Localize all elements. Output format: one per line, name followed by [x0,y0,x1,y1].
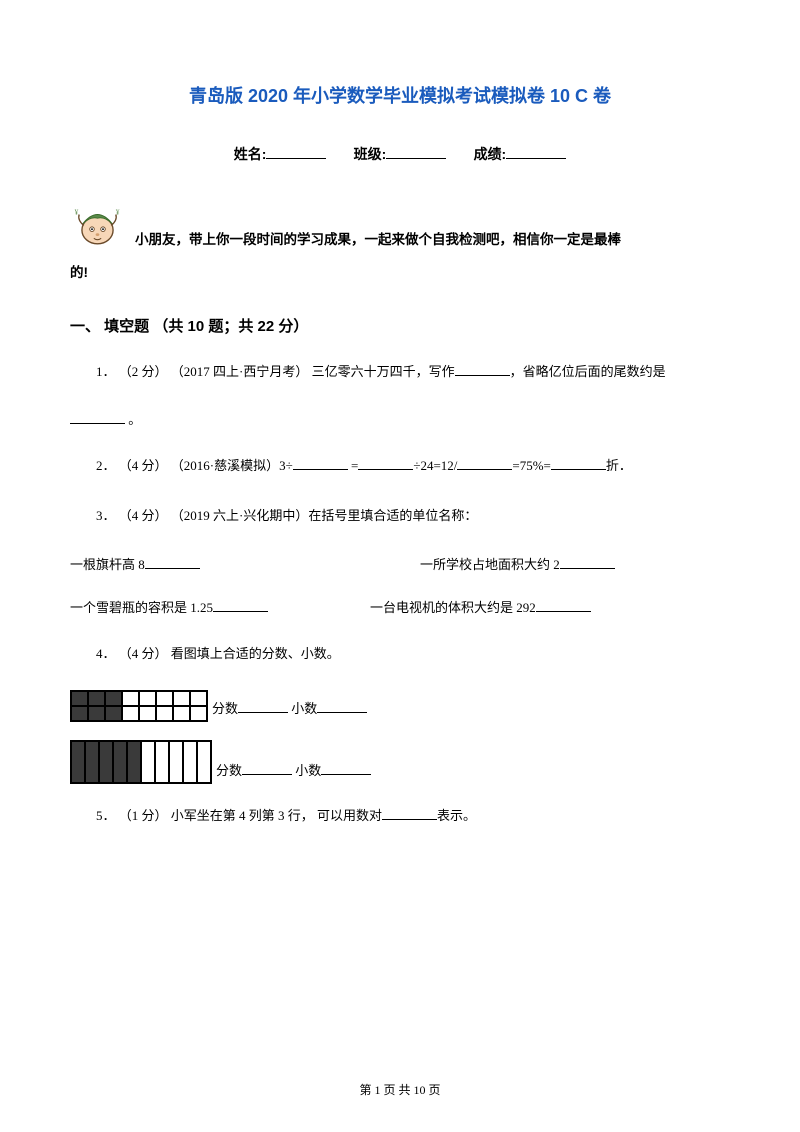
q4-grid-1 [70,690,208,722]
q3-blank-3[interactable] [213,598,268,612]
question-3: 3． （4 分） （2019 六上·兴化期中）在括号里填合适的单位名称： [70,502,730,531]
q4-dec-label-2: 小数 [295,763,321,778]
intro-text-2: 的! [70,261,730,285]
q2-blank-3[interactable] [457,456,512,470]
grid-cell [72,707,89,722]
q3-r2r: 一台电视机的体积大约是 292 [370,600,536,615]
grid-cell [174,707,191,722]
q2-mid2: ÷24=12/ [413,458,457,473]
q4-blank-frac-1[interactable] [238,699,288,713]
intro-text-1: 小朋友，带上你一段时间的学习成果，一起来做个自我检测吧，相信你一定是最棒 [135,227,621,253]
q4-figure-1: 分数 小数 [70,690,730,722]
q3-blank-2[interactable] [560,555,615,569]
question-1: 1． （2 分） （2017 四上·西宁月考） 三亿零六十万四千，写作 ，省略亿位… [70,358,730,387]
q4-blank-frac-2[interactable] [242,761,292,775]
grid-cell [140,692,157,707]
score-blank[interactable] [506,144,566,159]
question-4: 4． （4 分） 看图填上合适的分数、小数。 [70,640,730,669]
q3-r1l: 一根旗杆高 8 [70,557,145,572]
score-label: 成绩: [474,146,507,162]
grid-cell [106,707,123,722]
grid-cell [156,742,170,784]
q3-blank-1[interactable] [145,555,200,569]
grid-cell [123,707,140,722]
grid-cell [191,707,208,722]
q4-blank-dec-1[interactable] [317,699,367,713]
grid-cell [140,707,157,722]
intro-row: ¥ ¥ 小朋友，带上你一段时间的学习成果，一起来做个自我检测吧，相信你一定是最棒 [70,198,730,253]
exam-title: 青岛版 2020 年小学数学毕业模拟考试模拟卷 10 C 卷 [70,80,730,112]
grid-cell [157,707,174,722]
grid-cell [198,742,212,784]
question-5: 5． （1 分） 小军坐在第 4 列第 3 行， 可以用数对 表示。 [70,802,730,831]
name-blank[interactable] [266,144,326,159]
grid-cell [174,692,191,707]
question-1-cont: 。 [70,408,730,431]
q3-r1r: 一所学校占地面积大约 2 [420,557,560,572]
grid-cell [123,692,140,707]
name-label: 姓名: [234,146,267,162]
grid-cell [184,742,198,784]
q2-mid1: = [348,458,359,473]
q2-mid3: =75%= [512,458,551,473]
grid-cell [191,692,208,707]
q3-row2: 一个雪碧瓶的容积是 1.25 一台电视机的体积大约是 292 [70,596,730,619]
class-blank[interactable] [386,144,446,159]
q3-row1: 一根旗杆高 8 一所学校占地面积大约 2 [70,553,730,576]
q4-figure-2: 分数 小数 [70,740,730,784]
q2-blank-2[interactable] [358,456,413,470]
grid-cell [128,742,142,784]
q2-blank-4[interactable] [551,456,606,470]
q3-blank-4[interactable] [536,598,591,612]
q5-blank-1[interactable] [382,806,437,820]
grid-cell [86,742,100,784]
q1-end: 。 [125,412,141,427]
q2-blank-1[interactable] [293,456,348,470]
grid-cell [100,742,114,784]
question-2: 2． （4 分） （2016·慈溪模拟）3÷ = ÷24=12/ =75%= 折． [70,452,730,481]
q4-frac-label-1: 分数 [212,701,238,716]
grid-cell [72,692,89,707]
q4-grid-2 [70,740,212,784]
student-info-line: 姓名: 班级: 成绩: [70,142,730,167]
q1-text-b: ，省略亿位后面的尾数约是 [510,364,666,379]
mascot-icon: ¥ ¥ [70,198,125,253]
q5-text-a: 5． （1 分） 小军坐在第 4 列第 3 行， 可以用数对 [96,808,382,823]
svg-text:¥: ¥ [75,207,79,216]
section-1-heading: 一、 填空题 （共 10 题；共 22 分） [70,313,730,340]
q4-blank-dec-2[interactable] [321,761,371,775]
q1-blank-1[interactable] [455,362,510,376]
svg-text:¥: ¥ [116,207,120,216]
grid-cell [89,692,106,707]
q1-text-a: 1． （2 分） （2017 四上·西宁月考） 三亿零六十万四千，写作 [96,364,455,379]
q4-dec-label-1: 小数 [291,701,317,716]
grid-cell [72,742,86,784]
grid-cell [157,692,174,707]
q5-suffix: 表示。 [437,808,476,823]
class-label: 班级: [354,146,387,162]
q2-end: 折． [606,458,632,473]
grid-cell [114,742,128,784]
grid-cell [106,692,123,707]
q4-frac-label-2: 分数 [216,763,242,778]
grid-cell [89,707,106,722]
page-footer: 第 1 页 共 10 页 [0,1080,800,1102]
q2-text-a: 2． （4 分） （2016·慈溪模拟）3÷ [96,458,293,473]
grid-cell [170,742,184,784]
q3-r2l: 一个雪碧瓶的容积是 1.25 [70,600,213,615]
q1-blank-2[interactable] [70,410,125,424]
grid-cell [142,742,156,784]
